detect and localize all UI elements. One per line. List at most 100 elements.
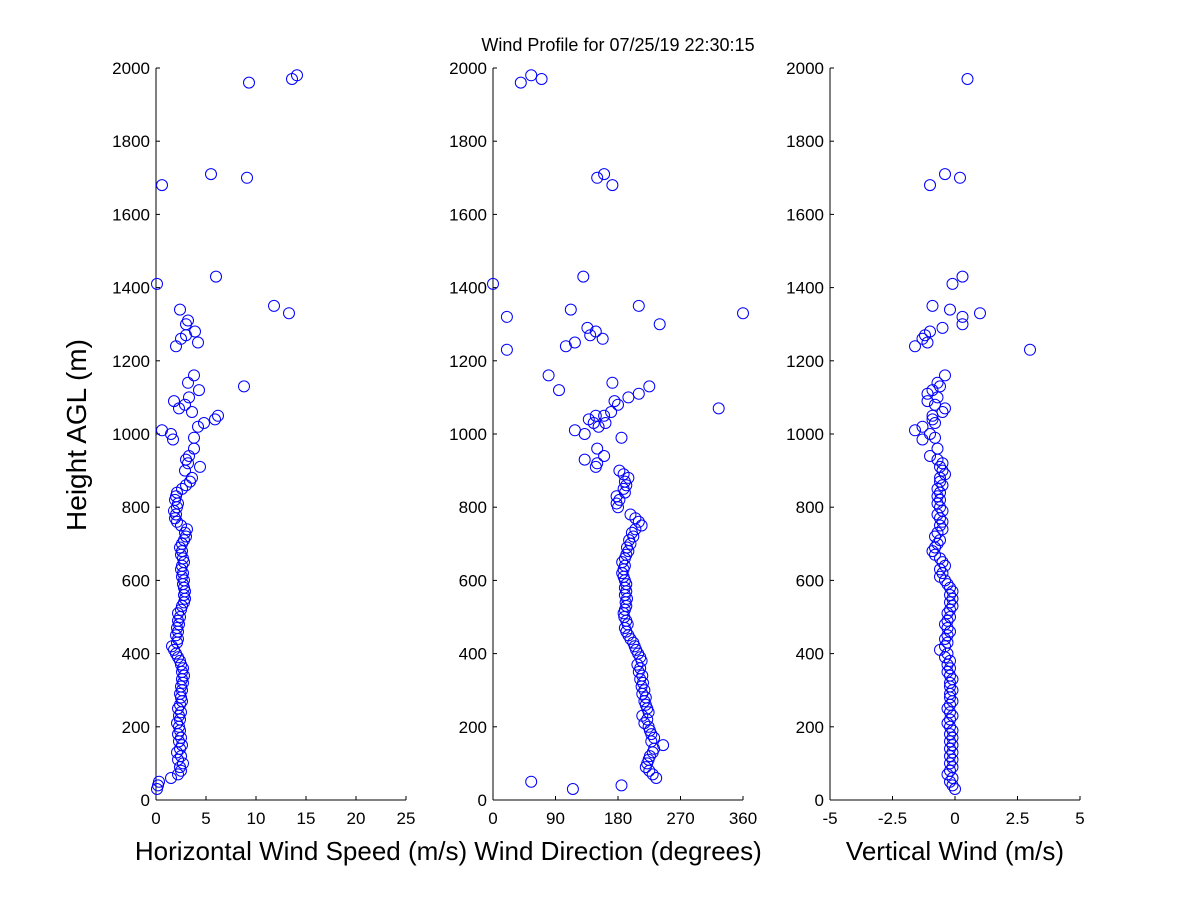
data-point: [169, 493, 181, 506]
data-point: [566, 783, 579, 795]
y-tick-label: 800: [122, 498, 150, 517]
data-point: [944, 757, 956, 770]
data-point: [944, 750, 956, 763]
y-tick-label: 1000: [786, 425, 824, 444]
data-point: [582, 413, 595, 426]
data-point: [623, 534, 636, 547]
data-point: [589, 325, 602, 338]
y-tick-label: 1000: [449, 425, 487, 444]
data-point: [608, 395, 621, 408]
x-tick-label: 15: [297, 809, 316, 828]
data-point: [525, 69, 538, 82]
data-point: [268, 299, 280, 312]
data-point: [946, 684, 959, 697]
data-point: [175, 603, 187, 616]
data-point: [613, 464, 626, 477]
data-point: [944, 596, 956, 609]
x-tick-label: 5: [201, 809, 210, 828]
y-tick-label: 1200: [786, 352, 824, 371]
data-point: [514, 76, 527, 89]
data-point: [941, 636, 954, 649]
data-point: [941, 607, 954, 620]
data-point: [936, 556, 949, 569]
data-point: [934, 512, 946, 525]
data-point: [176, 482, 188, 495]
y-tick-label: 1200: [449, 352, 487, 371]
y-tick-label: 2000: [786, 59, 824, 78]
data-point: [500, 310, 513, 323]
data-point: [165, 772, 177, 784]
data-point: [617, 482, 630, 495]
data-point: [578, 453, 591, 466]
data-point: [183, 450, 195, 462]
data-point: [183, 391, 195, 404]
data-point: [637, 676, 649, 689]
data-point: [941, 658, 954, 671]
y-tick-label: 1200: [112, 352, 150, 371]
data-point: [198, 417, 210, 429]
data-point: [535, 73, 548, 85]
data-point: [712, 402, 725, 415]
data-point: [936, 321, 949, 334]
data-point: [632, 387, 645, 400]
data-point: [500, 343, 513, 356]
data-point: [944, 669, 956, 682]
data-point: [916, 433, 929, 446]
data-point: [934, 519, 946, 532]
data-point: [941, 578, 954, 591]
y-tick-label: 2000: [449, 59, 487, 78]
data-point: [944, 603, 956, 616]
data-point: [610, 497, 623, 510]
data-point: [941, 665, 954, 678]
y-tick-label: 1600: [112, 205, 150, 224]
data-point: [179, 464, 191, 477]
data-point: [936, 523, 949, 536]
data-point: [241, 171, 253, 184]
data-point: [610, 490, 623, 503]
data-point: [605, 406, 618, 418]
data-point: [929, 548, 941, 561]
y-tick-label: 1000: [112, 425, 150, 444]
data-point: [926, 299, 939, 312]
data-point: [175, 658, 187, 671]
data-point: [944, 728, 956, 741]
data-point: [931, 537, 944, 550]
data-point: [657, 739, 670, 752]
data-point: [931, 391, 944, 404]
data-point: [934, 486, 946, 499]
y-tick-label: 0: [815, 791, 824, 810]
data-point: [946, 731, 959, 744]
data-point: [939, 402, 951, 415]
data-point: [613, 493, 626, 506]
data-point: [944, 303, 956, 316]
data-point: [934, 493, 946, 506]
data-point: [929, 541, 941, 554]
data-point: [946, 600, 959, 612]
data-point: [941, 702, 954, 715]
data-point: [944, 706, 956, 719]
panel-1: 0 200 400 600 800 1000 1200 1400 1600 1800 2000 0 5 1…: [112, 59, 467, 866]
data-point: [542, 369, 555, 382]
data-point: [618, 475, 631, 488]
data-point: [568, 336, 581, 349]
data-point: [243, 76, 255, 89]
data-point: [638, 684, 651, 697]
data-point: [606, 376, 619, 389]
data-point: [165, 428, 177, 440]
data-point: [175, 706, 187, 719]
data-point: [924, 179, 936, 192]
data-point: [941, 717, 954, 730]
y-tick-label: 800: [796, 498, 824, 517]
data-point: [936, 567, 949, 580]
data-point: [944, 742, 956, 755]
x-axis-label: Horizontal Wind Speed (m/s): [135, 836, 467, 866]
data-point: [624, 508, 637, 521]
data-point: [934, 380, 946, 393]
data-point: [924, 450, 936, 462]
y-tick-label: 200: [796, 718, 824, 737]
data-point: [926, 545, 939, 558]
data-point: [946, 746, 959, 759]
x-axis-label: Vertical Wind (m/s): [846, 836, 1064, 866]
y-tick-label: 2000: [112, 59, 150, 78]
